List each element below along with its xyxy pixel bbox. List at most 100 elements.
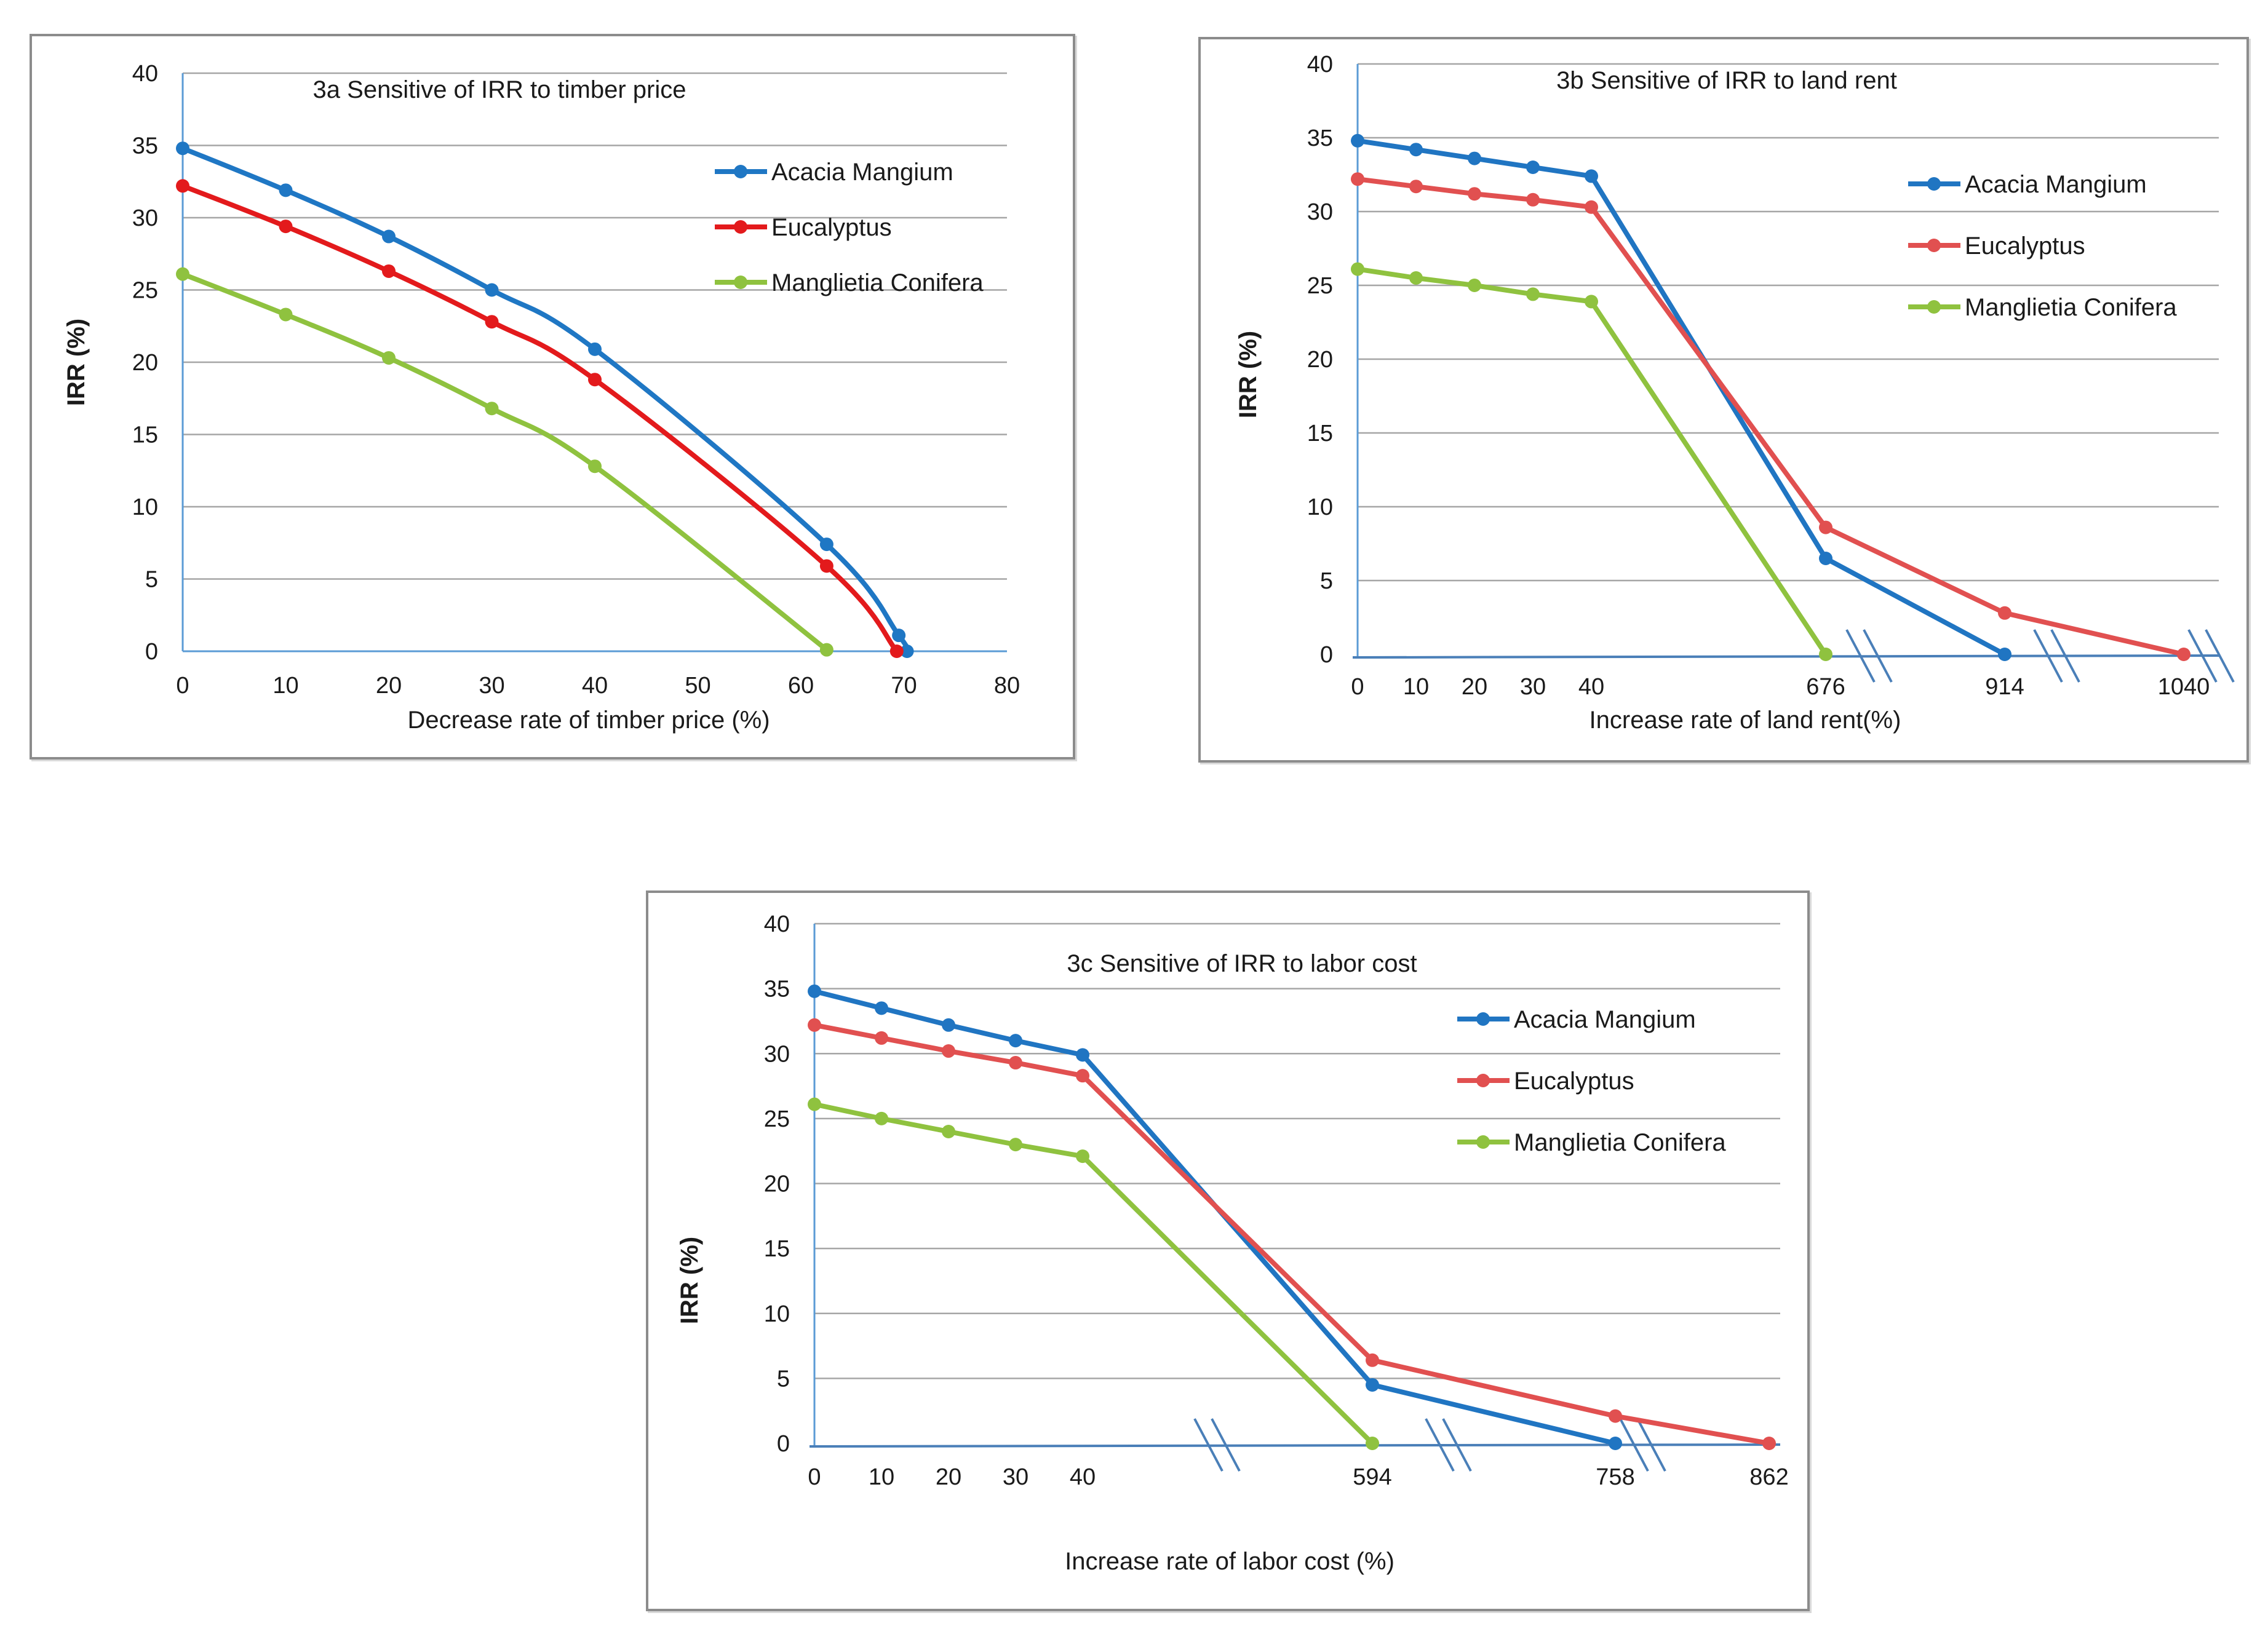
x-axis-label: Increase rate of labor cost (%) — [1065, 1548, 1395, 1575]
data-point-manglietia-conifera — [588, 459, 602, 474]
data-point-acacia-mangium — [1526, 161, 1540, 174]
legend-label-acacia-mangium: Acacia Mangium — [1514, 1006, 1696, 1033]
axis-break-mark — [1193, 1418, 1241, 1472]
x-tick-label: 40 — [1578, 674, 1604, 700]
data-point-acacia-mangium — [1366, 1378, 1379, 1392]
data-point-manglietia-conifera — [485, 402, 499, 416]
data-point-acacia-mangium — [942, 1018, 955, 1032]
legend-marker-manglietia-conifera — [1927, 300, 1941, 314]
x-tick-label: 0 — [1351, 674, 1364, 700]
x-tick-label: 10 — [1403, 674, 1429, 700]
legend-label-manglietia-conifera: Manglietia Conifera — [771, 269, 984, 296]
data-point-manglietia-conifera — [1351, 262, 1364, 276]
data-point-manglietia-conifera — [1526, 287, 1540, 301]
series-line-eucalyptus — [812, 1022, 1772, 1446]
y-tick-label: 30 — [132, 205, 158, 231]
y-tick-label: 35 — [764, 977, 790, 1002]
series-line-acacia-mangium — [812, 988, 1618, 1446]
data-point-eucalyptus — [875, 1031, 888, 1045]
y-tick-label: 35 — [132, 133, 158, 159]
data-point-manglietia-conifera — [1009, 1138, 1022, 1152]
y-tick-label: 10 — [132, 494, 158, 520]
y-tick-label: 0 — [1320, 642, 1333, 668]
legend-label-manglietia-conifera: Manglietia Conifera — [1514, 1129, 1726, 1156]
data-point-acacia-mangium — [1819, 552, 1832, 565]
y-tick-label: 10 — [764, 1301, 790, 1327]
y-tick-label: 5 — [145, 567, 158, 593]
data-point-manglietia-conifera — [1468, 279, 1481, 292]
axis-break-mark — [2033, 629, 2080, 683]
data-point-acacia-mangium — [1351, 133, 1364, 148]
y-axis-label: IRR (%) — [676, 1237, 703, 1324]
data-point-acacia-mangium — [176, 141, 189, 156]
y-tick-label: 20 — [764, 1172, 790, 1197]
data-point-eucalyptus — [1998, 606, 2011, 620]
x-tick-label: 30 — [1003, 1464, 1029, 1490]
data-point-eucalyptus — [1409, 180, 1423, 194]
x-tick-label: 20 — [376, 673, 402, 699]
data-point-eucalyptus — [1609, 1409, 1622, 1423]
data-point-acacia-mangium — [1998, 648, 2011, 661]
x-tick-label: 0 — [176, 673, 189, 699]
data-point-acacia-mangium — [1468, 151, 1481, 165]
data-point-acacia-mangium — [1609, 1437, 1622, 1450]
data-point-eucalyptus — [382, 264, 396, 278]
chart-3b: 0 5 10 15 20 25 30 35 40 0 10 20 30 40 676 914 1040 3b Se… — [1235, 52, 2235, 734]
data-point-eucalyptus — [1468, 187, 1481, 201]
data-point-acacia-mangium — [1409, 143, 1423, 157]
legend-label-manglietia-conifera: Manglietia Conifera — [1965, 294, 2177, 321]
chart-title: 3c Sensitive of IRR to labor cost — [1067, 950, 1417, 977]
series-line-eucalyptus — [180, 183, 899, 654]
y-tick-label: 35 — [1307, 125, 1333, 151]
x-tick-label: 20 — [936, 1464, 961, 1490]
axis-break-mark — [1425, 1418, 1472, 1472]
data-point-acacia-mangium — [382, 229, 396, 244]
legend-label-eucalyptus: Eucalyptus — [1514, 1068, 1634, 1095]
data-point-acacia-mangium — [1585, 169, 1598, 183]
x-tick-label: 10 — [273, 673, 298, 699]
data-point-acacia-mangium — [875, 1001, 888, 1015]
y-tick-label: 20 — [132, 350, 158, 376]
series-line-manglietia-conifera — [812, 1101, 1375, 1446]
series-line-manglietia-conifera — [1355, 266, 1828, 657]
chart-panel-3b: 0 5 10 15 20 25 30 35 40 0 10 20 30 40 676 914 1040 3b Se… — [1198, 37, 2249, 763]
axis-break-mark — [2187, 629, 2235, 683]
y-tick-label: 5 — [1320, 568, 1333, 594]
chart-3c: 0 5 10 15 20 25 30 35 40 0 10 20 30 40 594 758 862 3c Sen… — [676, 911, 1789, 1575]
x-tick-label: 914 — [1985, 674, 2024, 700]
data-point-acacia-mangium — [279, 183, 293, 197]
data-point-manglietia-conifera — [875, 1111, 888, 1125]
y-tick-label: 40 — [1307, 52, 1333, 77]
x-tick-label: 10 — [869, 1464, 894, 1490]
y-axis-label: IRR (%) — [63, 319, 90, 406]
legend-label-acacia-mangium: Acacia Mangium — [771, 159, 953, 186]
data-point-acacia-mangium — [1009, 1034, 1022, 1048]
y-tick-label: 15 — [764, 1236, 790, 1262]
x-tick-label: 50 — [685, 673, 710, 699]
series-line-acacia-mangium — [1355, 138, 2007, 657]
chart-title: 3b Sensitive of IRR to land rent — [1556, 67, 1897, 94]
data-point-eucalyptus — [588, 373, 602, 387]
legend-marker-acacia-mangium — [1927, 177, 1941, 191]
axis-break-mark — [1845, 629, 1893, 683]
y-tick-label: 15 — [132, 422, 158, 448]
legend-label-acacia-mangium: Acacia Mangium — [1965, 171, 2147, 198]
data-point-acacia-mangium — [808, 984, 821, 998]
data-point-eucalyptus — [1351, 172, 1364, 186]
x-tick-label: 20 — [1462, 674, 1487, 700]
data-point-eucalyptus — [279, 220, 293, 234]
chart-panel-3c: 0 5 10 15 20 25 30 35 40 0 10 20 30 40 594 758 862 3c Sen… — [646, 890, 1810, 1611]
x-tick-label: 1040 — [2158, 674, 2210, 700]
data-point-eucalyptus — [819, 559, 834, 573]
data-point-eucalyptus — [176, 179, 189, 193]
data-point-acacia-mangium — [588, 342, 602, 356]
data-point-manglietia-conifera — [1076, 1149, 1089, 1164]
x-axis-label: Increase rate of land rent(%) — [1590, 707, 1901, 734]
data-point-acacia-mangium — [900, 644, 914, 658]
data-point-eucalyptus — [942, 1044, 955, 1058]
data-point-eucalyptus — [1819, 520, 1832, 534]
data-point-manglietia-conifera — [1366, 1437, 1379, 1450]
y-tick-label: 25 — [1307, 273, 1333, 299]
y-tick-label: 30 — [1307, 199, 1333, 225]
data-point-eucalyptus — [1009, 1056, 1022, 1070]
